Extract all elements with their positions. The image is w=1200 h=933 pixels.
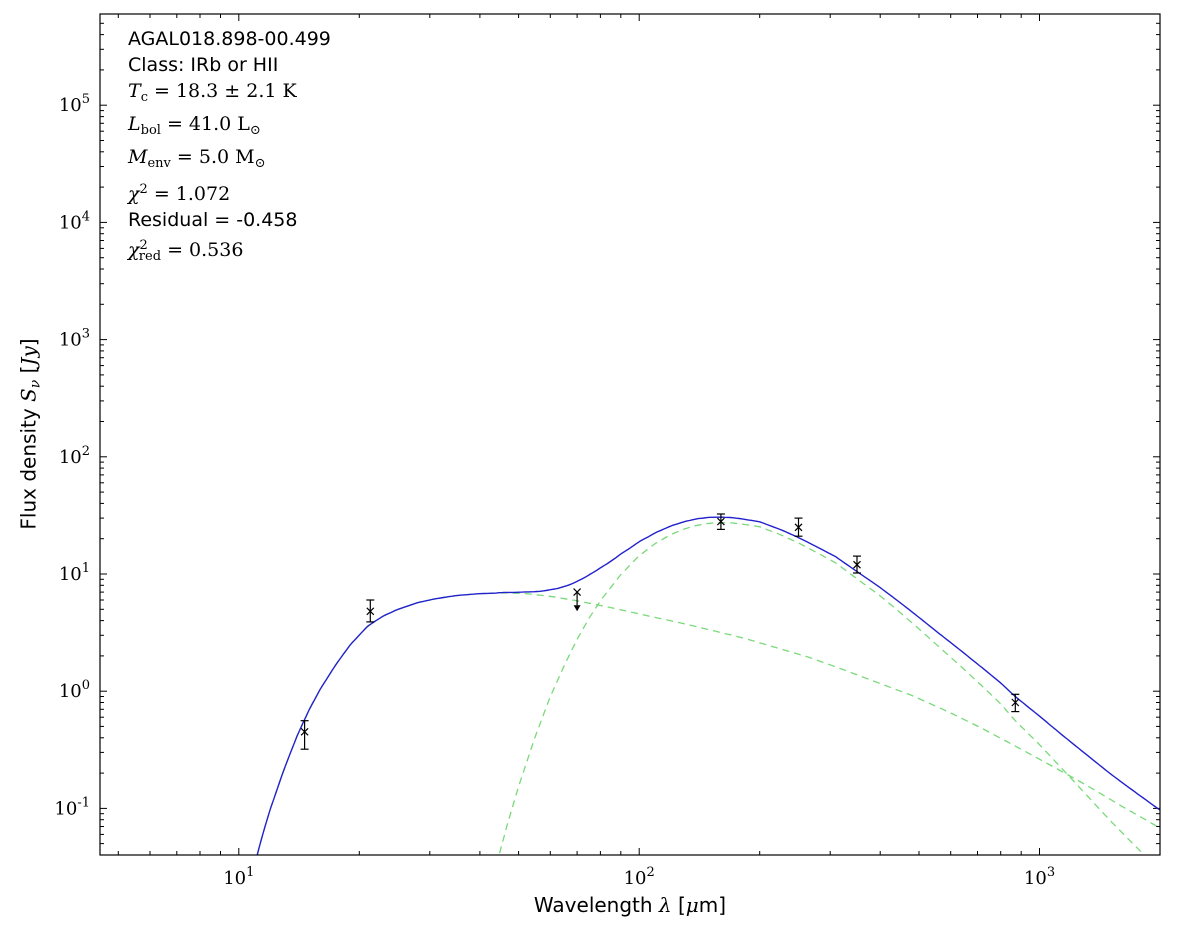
svg-text:100: 100 (59, 678, 90, 702)
annotation-segment: = 5.0 M (170, 146, 255, 168)
annotation-segment: red (138, 249, 162, 264)
plot-frame (99, 13, 1161, 856)
axis-ticks (100, 14, 1160, 855)
annotation-segment: = 41.0 L (160, 113, 250, 135)
annotation-segment: χ (128, 239, 140, 261)
annotation-line: χ2red = 0.536 (128, 233, 331, 270)
svg-text:105: 105 (59, 92, 90, 116)
axis-label-segment: ν (27, 379, 44, 389)
annotation-segment: M (128, 146, 148, 168)
warm-component-curve (256, 592, 1160, 855)
annotation-line: χ2 = 1.072 (128, 177, 331, 207)
annotation-segment: bol (140, 123, 161, 138)
annotation-line: Class: IRb or HII (128, 52, 331, 78)
axis-label-segment: Flux density (16, 401, 41, 530)
annotation-segment: L (128, 113, 141, 135)
upper-limit-arrow-icon (573, 605, 581, 612)
annotation-line: AGAL018.898-00.499 (128, 26, 331, 52)
annotation-segment: = 1.072 (147, 183, 231, 205)
axis-label-segment: Wavelength (533, 893, 659, 917)
axis-label-segment: μ (685, 893, 699, 917)
axis-label-segment: λ (658, 893, 672, 917)
annotation-segment: = 0.536 (161, 239, 244, 261)
annotation-segment: Class: IRb or HII (128, 54, 279, 76)
total-model-curve (256, 516, 1160, 855)
data-points (300, 513, 1020, 750)
svg-text:102: 102 (59, 444, 90, 468)
svg-text:10-1: 10-1 (54, 795, 90, 819)
annotation-segment: env (147, 156, 171, 171)
annotation-segment: c (140, 90, 148, 105)
axis-label-segment: Jy (16, 346, 41, 366)
cold-component-curve (498, 522, 1145, 855)
svg-text:102: 102 (624, 865, 655, 889)
svg-text:101: 101 (223, 865, 254, 889)
y-axis-label: Flux density Sν [Jy] (17, 338, 44, 529)
svg-text:104: 104 (59, 209, 90, 233)
annotation-line: Lbol = 41.0 L⊙ (128, 111, 331, 144)
annotation-segment: χ (128, 183, 140, 205)
axis-label-segment: [ (16, 365, 41, 380)
tick-labels: 101 102 103 10-1 100 101 102 103 104 105 (54, 92, 1055, 889)
x-axis-label: Wavelength λ [μm] (534, 893, 726, 917)
annotation-segment: 2 (139, 238, 148, 253)
annotation-segment: T (128, 80, 141, 102)
axis-label-segment: [ (671, 893, 686, 917)
annotation-line: Menv = 5.0 M⊙ (128, 144, 331, 177)
annotation-segment: ⊙ (249, 123, 261, 138)
annotation-line: Residual = -0.458 (128, 207, 331, 233)
annotation-segment: 2 (139, 182, 148, 197)
annotation-segment: Residual = -0.458 (128, 209, 298, 231)
svg-text:103: 103 (1024, 865, 1055, 889)
svg-text:103: 103 (59, 327, 90, 351)
axis-label-segment: S (16, 388, 41, 402)
annotation-line: Tc = 18.3 ± 2.1 K (128, 78, 331, 111)
axis-label-segment: m] (698, 893, 727, 917)
annotation-segment: ⊙ (254, 156, 266, 171)
axis-label-segment: ] (16, 338, 41, 347)
annotation-segment: = 18.3 ± 2.1 K (147, 80, 297, 102)
annotation-block: AGAL018.898-00.499 Class: IRb or HII Tc = … (128, 26, 331, 270)
model-curves (256, 516, 1160, 855)
svg-text:101: 101 (59, 561, 90, 585)
annotation-segment: AGAL018.898-00.499 (128, 28, 331, 50)
